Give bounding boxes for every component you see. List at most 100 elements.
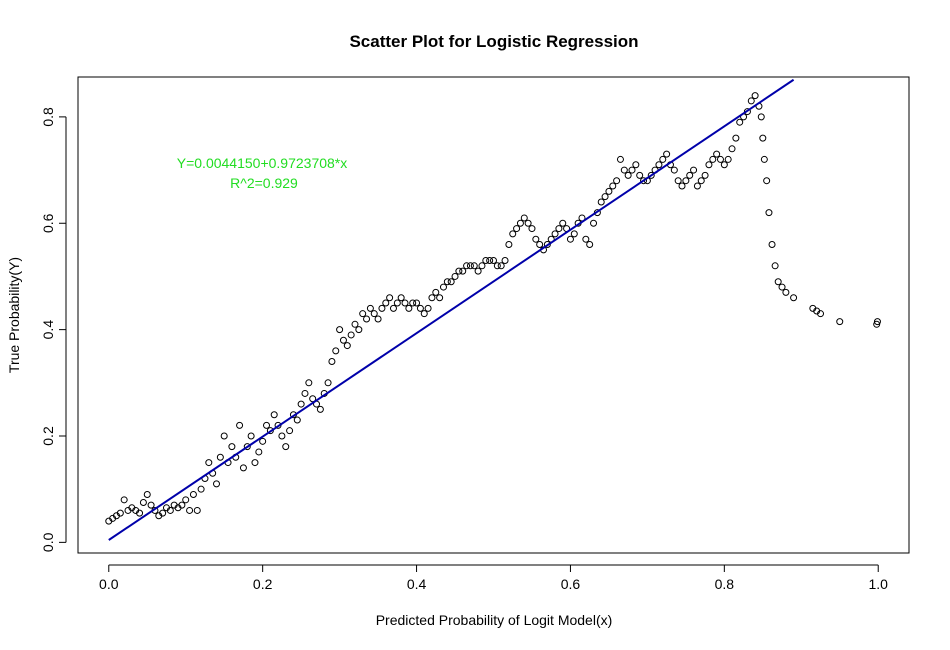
data-point — [186, 506, 194, 514]
data-point — [716, 155, 724, 163]
data-point — [736, 118, 744, 126]
data-point — [263, 421, 271, 429]
data-point — [432, 288, 440, 296]
data-point — [647, 171, 655, 179]
data-point — [536, 241, 544, 249]
data-point — [355, 326, 363, 334]
data-point — [393, 299, 401, 307]
data-point — [416, 304, 424, 312]
data-point — [778, 283, 786, 291]
data-point — [236, 421, 244, 429]
data-point — [116, 509, 124, 517]
data-point — [636, 171, 644, 179]
x-tick-label: 0.2 — [253, 576, 273, 592]
data-point — [405, 304, 413, 312]
data-point — [693, 182, 701, 190]
data-point — [347, 331, 355, 339]
data-point — [251, 459, 259, 467]
data-point — [601, 193, 609, 201]
data-point — [743, 108, 751, 116]
data-point — [782, 288, 790, 296]
data-point — [620, 166, 628, 174]
data-point — [709, 155, 717, 163]
data-point — [682, 177, 690, 185]
data-point — [282, 443, 290, 451]
data-point — [478, 262, 486, 270]
data-point — [613, 177, 621, 185]
data-point — [659, 155, 667, 163]
y-tick-label: 0.2 — [40, 426, 56, 446]
data-point — [474, 267, 482, 275]
data-point — [670, 166, 678, 174]
data-point — [640, 177, 648, 185]
plot-frame — [77, 76, 910, 554]
data-point — [624, 171, 632, 179]
data-point — [459, 267, 467, 275]
data-point — [836, 318, 844, 326]
data-point — [720, 161, 728, 169]
data-point — [409, 299, 417, 307]
data-point — [616, 155, 624, 163]
data-point — [697, 177, 705, 185]
data-point — [386, 294, 394, 302]
data-points — [105, 92, 881, 525]
data-point — [551, 230, 559, 238]
data-point — [343, 342, 351, 350]
data-point — [182, 496, 190, 504]
data-point — [590, 219, 598, 227]
y-axis-label: True Probability(Y) — [6, 257, 22, 373]
data-point — [293, 416, 301, 424]
data-point — [213, 480, 220, 488]
data-point — [147, 501, 155, 509]
data-point — [336, 326, 344, 334]
regression-line — [108, 78, 795, 541]
data-point — [455, 267, 463, 275]
data-point — [765, 209, 773, 217]
data-point — [193, 506, 201, 514]
data-point — [397, 294, 405, 302]
data-point — [790, 294, 798, 302]
data-point — [520, 214, 528, 222]
data-point — [363, 315, 371, 323]
data-point — [724, 155, 732, 163]
data-point — [701, 171, 709, 179]
data-point — [482, 256, 490, 264]
data-point — [505, 241, 513, 249]
data-point — [420, 310, 428, 318]
chart-title: Scatter Plot for Logistic Regression — [349, 32, 638, 51]
data-point — [359, 310, 367, 318]
data-point — [570, 230, 578, 238]
data-point — [278, 432, 286, 440]
data-point — [655, 161, 663, 169]
x-tick-label: 0.4 — [407, 576, 427, 592]
data-point — [159, 509, 167, 517]
data-point — [674, 177, 682, 185]
data-point — [597, 198, 605, 206]
data-point — [751, 92, 759, 100]
data-point — [120, 496, 128, 504]
data-point — [370, 310, 378, 318]
data-point — [559, 219, 567, 227]
data-point — [566, 235, 574, 243]
data-point — [339, 336, 347, 344]
data-point — [759, 134, 767, 142]
data-point — [351, 320, 359, 328]
x-axis: 0.0 0.2 0.4 0.6 0.8 1.0 — [99, 564, 888, 592]
data-point — [873, 318, 881, 326]
data-point — [628, 166, 636, 174]
data-point — [389, 304, 397, 312]
data-point — [401, 299, 409, 307]
data-point — [439, 283, 447, 291]
data-point — [493, 262, 501, 270]
data-point — [632, 161, 640, 169]
data-point — [443, 278, 451, 286]
data-point — [301, 389, 309, 397]
data-point — [486, 256, 494, 264]
x-tick-label: 0.6 — [561, 576, 581, 592]
data-point — [501, 256, 509, 264]
data-point — [424, 304, 432, 312]
data-point — [243, 443, 251, 451]
data-point — [524, 219, 532, 227]
data-point — [286, 427, 294, 435]
